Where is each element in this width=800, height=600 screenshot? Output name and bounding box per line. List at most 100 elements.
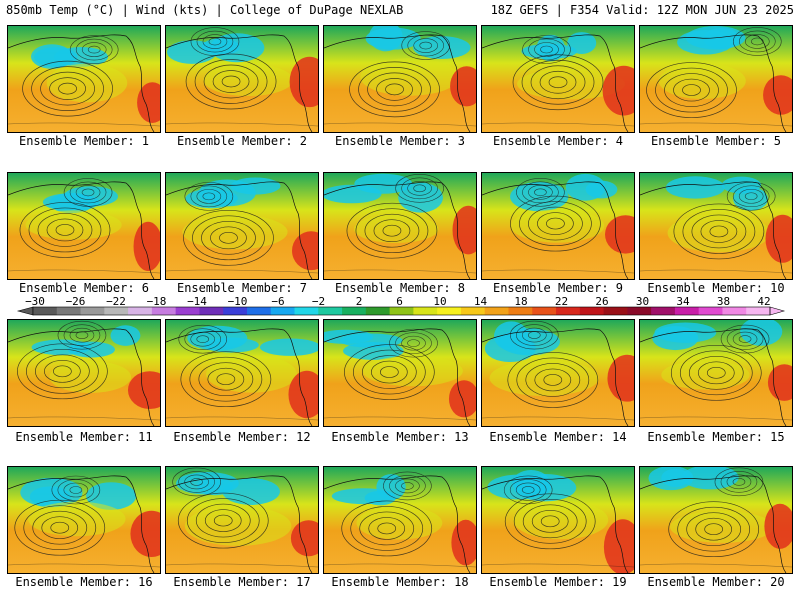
colorbar-swatch — [627, 307, 652, 315]
ensemble-panel — [165, 172, 319, 280]
colorbar-swatch — [246, 307, 272, 315]
colorbar-swatch — [318, 307, 343, 315]
ensemble-panel — [639, 319, 793, 427]
colorbar-tick-label: 34 — [676, 297, 690, 308]
temperature-colorbar: −30 −26 −22 −18 −14 −10 −6 −2 2 6 10 14 18 22 26 30 34 38… — [16, 297, 786, 316]
ensemble-panel — [7, 172, 161, 280]
colorbar-swatch — [674, 307, 700, 315]
colorbar-left-arrow — [16, 306, 34, 316]
colorbar-swatch — [437, 307, 462, 315]
colorbar-swatch — [746, 307, 771, 315]
colorbar-swatch — [104, 307, 129, 315]
ensemble-member-label: Ensemble Member: 1 — [18, 134, 150, 148]
temperature-map — [324, 320, 476, 426]
temperature-map — [482, 320, 634, 426]
colorbar-tick-label: −30 — [25, 297, 45, 308]
colorbar-tick-label: −18 — [147, 297, 167, 308]
ensemble-member-label: Ensemble Member: 14 — [489, 430, 627, 444]
temperature-map — [8, 320, 160, 426]
colorbar-tick-label: −22 — [106, 297, 126, 308]
ensemble-member-label: Ensemble Member: 6 — [18, 281, 150, 295]
temperature-map — [640, 467, 792, 573]
colorbar-tick-label: 42 — [757, 297, 770, 308]
ensemble-panel — [7, 25, 161, 133]
colorbar-swatch — [33, 307, 58, 315]
temperature-map — [324, 467, 476, 573]
ensemble-panel — [481, 466, 635, 574]
colorbar-swatch — [508, 307, 533, 315]
map-title: 850mb Temp (°C) | Wind (kts) | College o… — [6, 3, 404, 17]
colorbar-tick-label: 26 — [595, 297, 608, 308]
colorbar-swatch — [342, 307, 367, 315]
temperature-map — [640, 173, 792, 279]
ensemble-panel — [481, 172, 635, 280]
valid-time-label: 18Z GEFS | F354 Valid: 12Z MON JUN 23 20… — [490, 3, 794, 17]
colorbar-tick-label: 2 — [356, 297, 363, 308]
colorbar-tick-label: 14 — [474, 297, 488, 308]
ensemble-member-label: Ensemble Member: 11 — [15, 430, 153, 444]
ensemble-panel — [639, 172, 793, 280]
ensemble-member-label: Ensemble Member: 4 — [492, 134, 624, 148]
ensemble-member-label: Ensemble Member: 18 — [331, 575, 469, 589]
ensemble-member-label: Ensemble Member: 3 — [334, 134, 466, 148]
colorbar-tick-label: 30 — [636, 297, 649, 308]
temperature-map — [166, 26, 318, 132]
colorbar-tick-label: −14 — [187, 297, 207, 308]
ensemble-member-label: Ensemble Member: 8 — [334, 281, 466, 295]
colorbar-tick-label: 6 — [396, 297, 403, 308]
colorbar-swatch — [223, 307, 248, 315]
colorbar-swatch — [484, 307, 509, 315]
colorbar-swatch — [270, 307, 295, 315]
temperature-map — [166, 173, 318, 279]
ensemble-member-label: Ensemble Member: 9 — [492, 281, 624, 295]
colorbar-swatch — [389, 307, 414, 315]
ensemble-member-label: Ensemble Member: 10 — [647, 281, 785, 295]
colorbar-swatch — [56, 307, 81, 315]
temperature-map — [324, 26, 476, 132]
colorbar-swatch — [80, 307, 105, 315]
ensemble-panel — [481, 319, 635, 427]
ensemble-member-label: Ensemble Member: 7 — [176, 281, 308, 295]
colorbar-tick-label: 18 — [514, 297, 527, 308]
temperature-map — [166, 320, 318, 426]
colorbar-swatch — [579, 307, 604, 315]
ensemble-panel — [165, 319, 319, 427]
colorbar-tick-label: 38 — [717, 297, 730, 308]
ensemble-member-label: Ensemble Member: 2 — [176, 134, 308, 148]
ensemble-panel — [639, 25, 793, 133]
temperature-map — [482, 173, 634, 279]
colorbar-swatch — [175, 307, 200, 315]
colorbar-swatch — [294, 307, 319, 315]
colorbar-swatch — [556, 307, 581, 315]
temperature-map — [640, 26, 792, 132]
ensemble-member-label: Ensemble Member: 16 — [15, 575, 153, 589]
colorbar-swatch — [651, 307, 676, 315]
colorbar-swatch — [365, 307, 391, 315]
temperature-map — [166, 467, 318, 573]
colorbar-tick-label: −2 — [312, 297, 325, 308]
colorbar-swatch — [413, 307, 438, 315]
colorbar-swatch — [128, 307, 153, 315]
ensemble-panel — [481, 25, 635, 133]
colorbar-swatch — [698, 307, 723, 315]
colorbar-swatch — [151, 307, 177, 315]
colorbar-swatch — [722, 307, 747, 315]
colorbar-tick-label: 10 — [433, 297, 446, 308]
temperature-map — [8, 467, 160, 573]
ensemble-panel — [323, 466, 477, 574]
colorbar-tick-label: −10 — [228, 297, 248, 308]
ensemble-panel — [323, 172, 477, 280]
ensemble-member-label: Ensemble Member: 12 — [173, 430, 311, 444]
temperature-map — [482, 467, 634, 573]
ensemble-panel — [7, 466, 161, 574]
temperature-map — [324, 173, 476, 279]
colorbar-tick-label: −6 — [271, 297, 284, 308]
temperature-map — [8, 173, 160, 279]
ensemble-member-label: Ensemble Member: 19 — [489, 575, 627, 589]
ensemble-panel — [323, 25, 477, 133]
colorbar-swatch — [460, 307, 486, 315]
ensemble-member-label: Ensemble Member: 13 — [331, 430, 469, 444]
colorbar-swatch — [532, 307, 557, 315]
ensemble-member-label: Ensemble Member: 5 — [650, 134, 782, 148]
ensemble-member-label: Ensemble Member: 17 — [173, 575, 311, 589]
